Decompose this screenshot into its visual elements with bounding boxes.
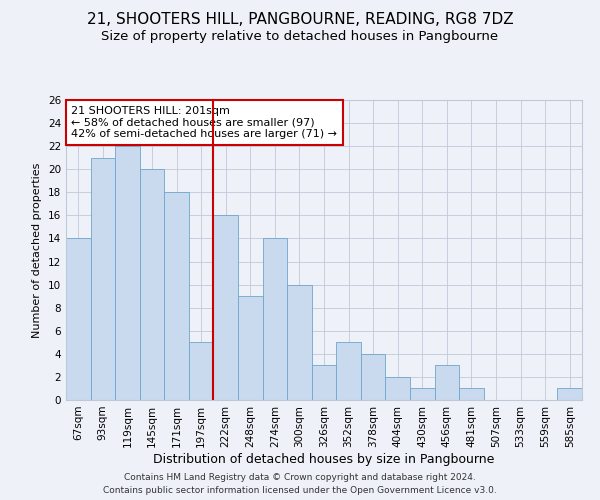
Bar [91,158,115,400]
Y-axis label: Number of detached properties: Number of detached properties [32,162,43,338]
Bar [238,296,263,400]
Bar [66,238,91,400]
Bar [312,366,336,400]
Bar [140,169,164,400]
Bar [385,377,410,400]
Bar [410,388,434,400]
Bar [214,216,238,400]
Bar [459,388,484,400]
X-axis label: Distribution of detached houses by size in Pangbourne: Distribution of detached houses by size … [154,452,494,466]
Text: 21 SHOOTERS HILL: 201sqm
← 58% of detached houses are smaller (97)
42% of semi-d: 21 SHOOTERS HILL: 201sqm ← 58% of detach… [71,106,337,139]
Text: Size of property relative to detached houses in Pangbourne: Size of property relative to detached ho… [101,30,499,43]
Bar [115,146,140,400]
Bar [557,388,582,400]
Bar [263,238,287,400]
Bar [287,284,312,400]
Bar [361,354,385,400]
Bar [189,342,214,400]
Bar [164,192,189,400]
Text: Contains HM Land Registry data © Crown copyright and database right 2024.
Contai: Contains HM Land Registry data © Crown c… [103,474,497,495]
Text: 21, SHOOTERS HILL, PANGBOURNE, READING, RG8 7DZ: 21, SHOOTERS HILL, PANGBOURNE, READING, … [86,12,514,28]
Bar [336,342,361,400]
Bar [434,366,459,400]
